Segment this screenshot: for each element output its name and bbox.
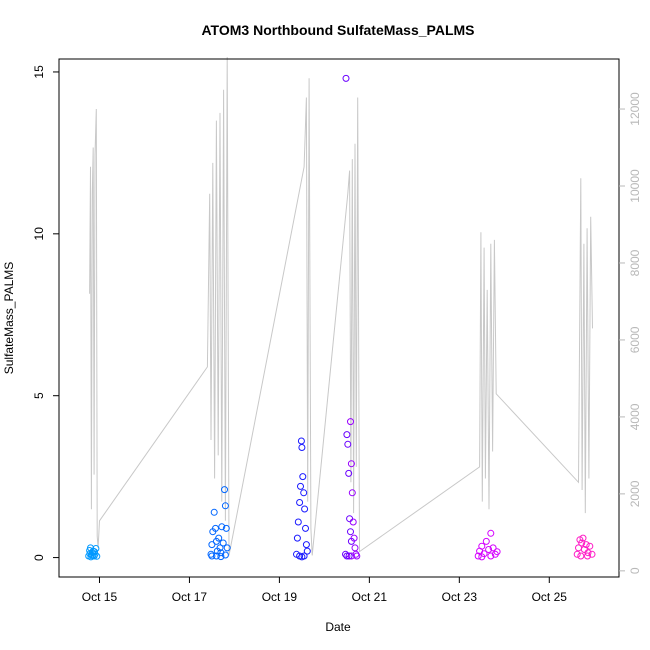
data-point-flight3 — [302, 524, 309, 532]
data-point-flight3 — [298, 444, 306, 451]
data-point-flight7 — [579, 534, 587, 542]
data-point-flight5 — [347, 552, 355, 560]
data-point-flight6 — [478, 542, 486, 550]
data-point-flight5 — [350, 534, 358, 542]
data-point-flight4 — [345, 552, 353, 560]
data-point-flight7 — [578, 539, 586, 547]
data-point-flight4 — [343, 552, 351, 560]
chart-title: ATOM3 Northbound SulfateMass_PALMS — [201, 22, 474, 38]
data-point-flight2 — [218, 523, 226, 531]
y2-tick-label: 10000 — [628, 169, 642, 203]
data-point-flight3 — [298, 553, 306, 561]
y-tick-label: 15 — [32, 65, 46, 79]
data-point-flight7 — [584, 549, 592, 557]
data-point-flight7 — [586, 542, 594, 550]
data-point-flight4 — [342, 550, 349, 558]
y2-tick-label: 4000 — [628, 403, 642, 430]
y2-tick-label: 12000 — [628, 92, 642, 126]
y-axis-label: SulfateMass_PALMS — [2, 262, 16, 375]
data-point-flight3 — [293, 534, 301, 542]
data-point-flight2 — [216, 544, 224, 552]
axes-layer: Oct 15 Oct 17 Oct 19 Oct 21 Oct 23 Oct 25 0 5 10… — [32, 58, 642, 604]
x-tick-label: Oct 25 — [532, 590, 568, 604]
data-point-flight6 — [485, 546, 493, 553]
data-point-flight2 — [221, 502, 229, 510]
data-point-flight6 — [482, 537, 490, 545]
y-tick-label: 5 — [32, 392, 46, 399]
data-point-flight3 — [303, 547, 311, 555]
data-point-flight4 — [343, 431, 351, 439]
x-axis-label: Date — [325, 620, 351, 634]
data-point-flight2 — [219, 539, 227, 547]
data-point-flight6 — [489, 544, 497, 552]
data-point-flight2 — [212, 524, 219, 532]
data-point-flight7 — [588, 550, 596, 558]
y-tick-label: 10 — [32, 227, 46, 241]
data-point-flight7 — [584, 552, 591, 560]
data-point-flight7 — [577, 552, 585, 560]
data-point-flight3 — [296, 499, 304, 506]
x-tick-label: Oct 19 — [262, 590, 298, 604]
x-tick-label: Oct 23 — [442, 590, 478, 604]
data-point-flight2 — [223, 544, 231, 552]
data-point-flight3 — [301, 505, 309, 513]
data-point-flight6 — [478, 553, 486, 561]
data-point-flight1 — [87, 553, 95, 561]
data-point-flight4 — [347, 528, 354, 536]
y2-tick-label: 0 — [628, 567, 642, 574]
data-point-flight7 — [582, 541, 590, 549]
data-point-flight2 — [210, 508, 218, 516]
x-tick-label: Oct 17 — [172, 590, 208, 604]
data-point-flight1 — [92, 545, 100, 552]
data-point-flight2 — [221, 486, 228, 494]
data-point-flight5 — [353, 552, 361, 560]
y-tick-label: 0 — [32, 554, 46, 561]
data-point-flight2 — [208, 552, 216, 560]
plot-frame — [58, 58, 620, 578]
data-point-flight3 — [300, 489, 308, 497]
y2-tick-label: 2000 — [628, 480, 642, 507]
altitude-trace-layer — [89, 57, 593, 556]
data-point-flight2 — [217, 553, 225, 561]
data-point-flight6 — [493, 548, 501, 556]
data-point-flight4 — [344, 440, 352, 448]
altitude-line — [89, 57, 593, 556]
data-point-flight7 — [573, 550, 581, 558]
data-point-flight5 — [349, 518, 357, 526]
data-point-flight3 — [294, 518, 302, 526]
data-point-flight2 — [208, 541, 216, 549]
data-point-flight5 — [348, 489, 356, 497]
data-point-flight6 — [487, 552, 495, 560]
data-point-flight3 — [302, 541, 310, 549]
data-point-flight3 — [297, 437, 305, 445]
x-tick-label: Oct 21 — [352, 590, 388, 604]
data-point-flight2 — [215, 534, 223, 542]
data-point-flight1 — [91, 548, 98, 556]
data-point-flight4 — [342, 74, 350, 82]
data-point-flight5 — [347, 418, 354, 426]
data-point-flight2 — [222, 524, 230, 532]
data-point-flight2 — [221, 551, 229, 559]
x-tick-label: Oct 15 — [82, 590, 118, 604]
data-point-flight6 — [487, 529, 495, 537]
data-point-flight3 — [299, 473, 307, 481]
data-point-flight6 — [474, 552, 482, 560]
y2-tick-label: 8000 — [628, 249, 642, 276]
data-point-flight5 — [347, 460, 355, 468]
data-point-flight3 — [297, 482, 304, 490]
data-point-flight1 — [86, 547, 94, 554]
data-points-layer — [85, 74, 596, 561]
data-point-flight4 — [345, 469, 353, 477]
data-point-flight4 — [346, 515, 354, 523]
data-point-flight2 — [212, 552, 220, 560]
data-point-flight5 — [351, 544, 359, 552]
data-point-flight1 — [89, 552, 97, 560]
y2-tick-label: 6000 — [628, 326, 642, 353]
